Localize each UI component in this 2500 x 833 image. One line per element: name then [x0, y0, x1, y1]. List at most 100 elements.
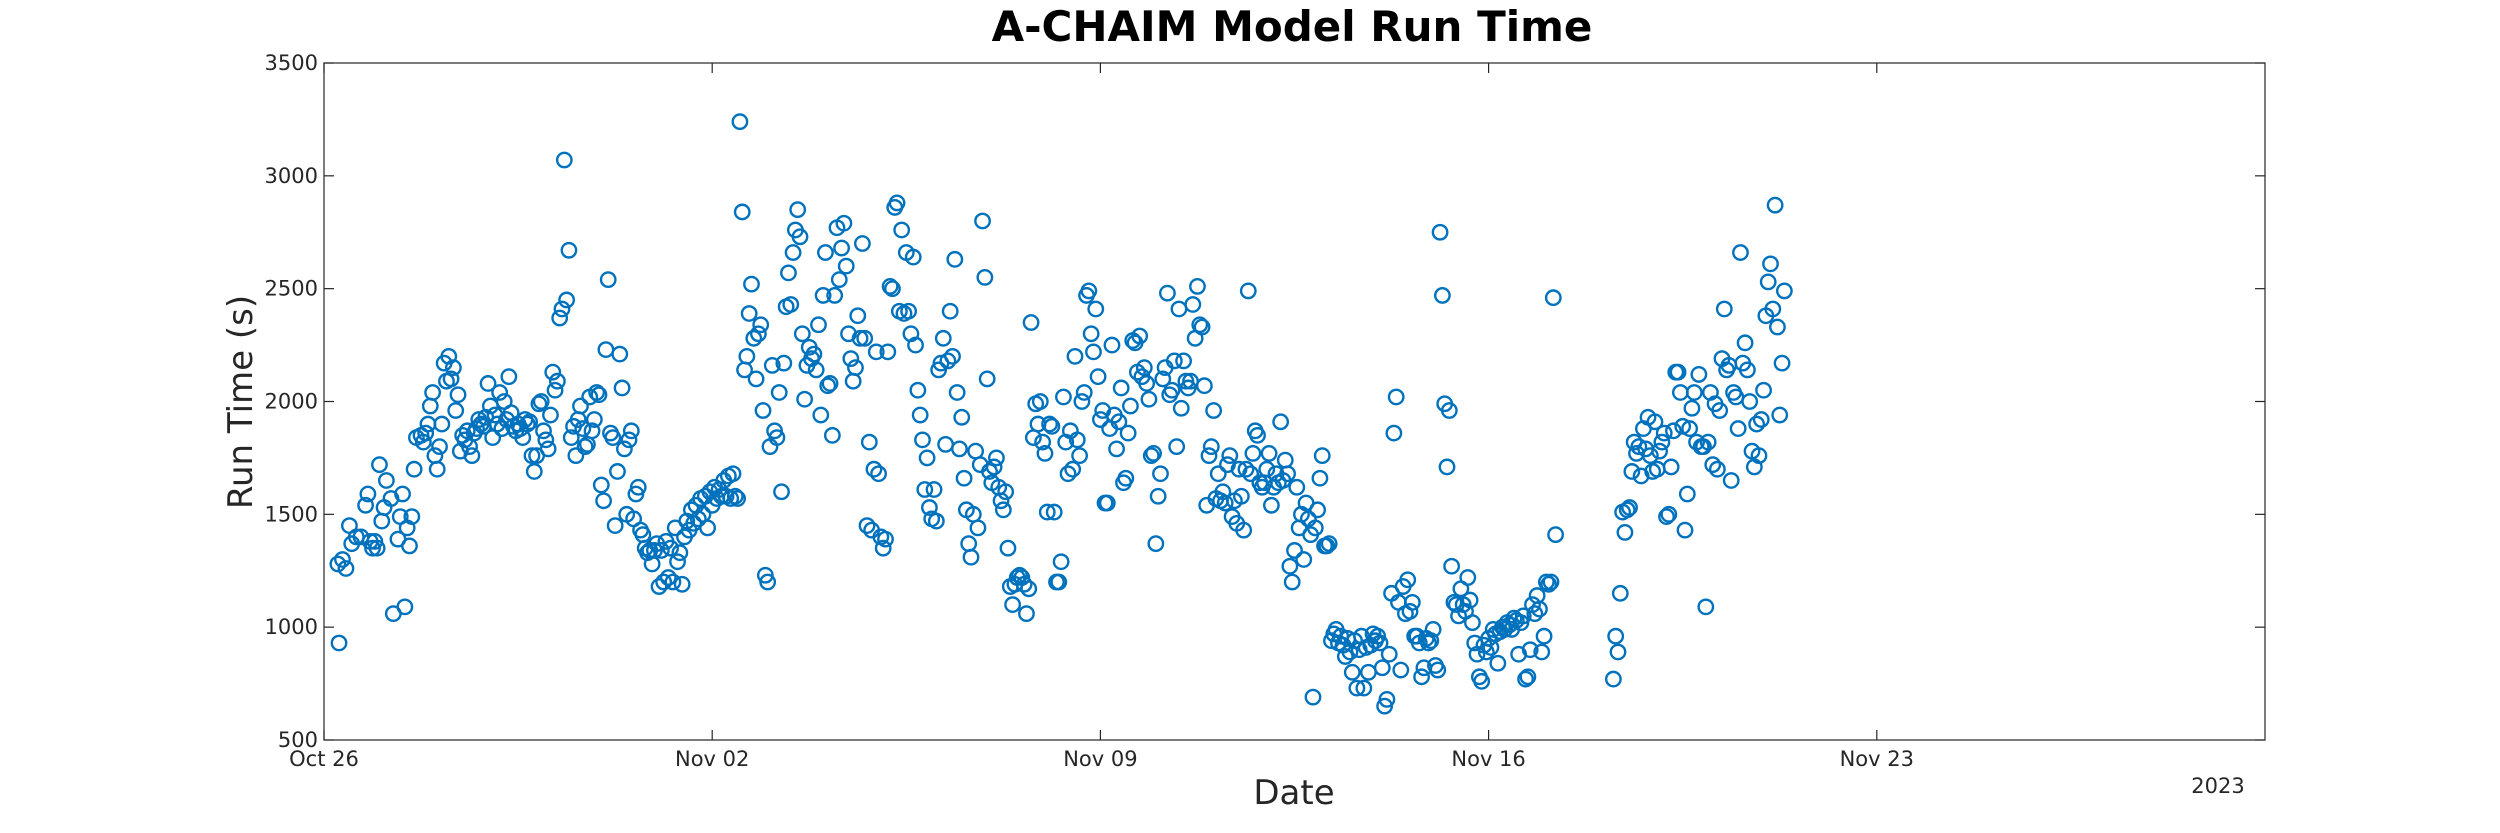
data-point — [796, 390, 814, 408]
data-point — [1112, 379, 1130, 397]
data-point — [1729, 420, 1747, 437]
data-point — [1653, 433, 1671, 451]
data-point — [1193, 318, 1211, 336]
data-point — [1773, 354, 1791, 372]
data-point — [523, 447, 541, 465]
data-point — [1343, 663, 1361, 681]
data-point — [1755, 381, 1772, 399]
data-point — [1036, 445, 1054, 462]
data-point — [1674, 417, 1692, 435]
data-point — [1140, 390, 1158, 408]
data-point — [1748, 415, 1766, 433]
data-point — [1066, 347, 1084, 365]
data-point — [909, 381, 927, 399]
data-point — [823, 426, 841, 444]
data-point — [992, 492, 1010, 510]
data-point — [1759, 273, 1777, 291]
x-tick-label: Nov 16 — [1451, 747, 1525, 771]
x-tick-label: Nov 09 — [1063, 747, 1137, 771]
data-point — [810, 316, 827, 334]
data-point — [1459, 569, 1477, 586]
y-tick-label: 3000 — [265, 164, 318, 188]
data-point — [1336, 648, 1354, 665]
data-point — [1098, 494, 1116, 512]
data-point — [555, 151, 573, 169]
data-point — [1348, 679, 1366, 697]
data-point — [655, 573, 673, 591]
data-point — [1087, 300, 1105, 318]
data-point — [401, 537, 418, 555]
data-point — [1662, 458, 1680, 476]
data-point — [558, 291, 576, 309]
data-point — [1736, 334, 1754, 352]
data-point — [784, 244, 802, 261]
data-point — [1045, 503, 1063, 521]
data-point — [1080, 282, 1098, 300]
data-point — [1064, 460, 1082, 478]
data-point — [1646, 413, 1664, 431]
data-point — [615, 440, 633, 458]
data-point — [396, 598, 414, 616]
data-point — [431, 438, 448, 456]
data-point — [1168, 438, 1186, 456]
data-point — [1494, 618, 1511, 636]
data-point — [793, 325, 811, 343]
data-point — [759, 573, 777, 591]
data-point — [946, 250, 964, 268]
data-point — [879, 343, 897, 361]
data-point — [1221, 447, 1239, 465]
data-point — [1131, 327, 1149, 345]
data-point — [1073, 393, 1091, 410]
data-point — [1371, 634, 1389, 652]
data-point — [1769, 318, 1786, 336]
data-point — [944, 347, 961, 365]
data-point — [1385, 424, 1403, 442]
data-point — [414, 433, 432, 451]
data-point — [1286, 542, 1303, 559]
data-point — [542, 406, 559, 424]
data-point — [329, 555, 347, 573]
data-point — [1535, 627, 1553, 645]
data-point — [752, 316, 770, 334]
data-point — [574, 420, 592, 437]
data-point — [537, 431, 555, 449]
data-point — [1669, 363, 1687, 381]
data-point — [1052, 553, 1070, 571]
y-tick-label: 2000 — [265, 390, 318, 414]
data-point — [1309, 501, 1327, 519]
data-point — [1697, 598, 1715, 616]
data-point — [622, 422, 640, 440]
data-point — [729, 490, 747, 507]
data-point — [1117, 469, 1135, 487]
data-point — [1260, 445, 1278, 462]
data-point — [874, 539, 892, 557]
data-point — [847, 359, 864, 377]
data-point — [449, 386, 467, 404]
data-point — [1678, 485, 1696, 503]
data-point — [576, 438, 594, 456]
data-point — [1630, 438, 1648, 456]
data-point — [789, 201, 807, 219]
data-point — [918, 449, 936, 467]
y-tick-label: 500 — [278, 728, 318, 752]
data-point — [1011, 566, 1028, 584]
data-point — [1068, 431, 1086, 449]
data-point — [1135, 359, 1153, 377]
data-point — [927, 512, 945, 530]
data-point — [1031, 393, 1049, 410]
data-point — [921, 499, 938, 516]
data-point — [546, 381, 564, 399]
data-point — [1531, 600, 1548, 618]
data-point — [1320, 535, 1338, 553]
data-point — [1741, 393, 1759, 410]
data-point — [606, 517, 624, 535]
data-point — [1752, 411, 1770, 428]
data-point — [1708, 460, 1726, 478]
data-point — [1149, 487, 1167, 505]
data-point — [821, 375, 839, 392]
data-point — [773, 483, 790, 501]
data-point — [1641, 447, 1659, 465]
data-point — [939, 352, 957, 370]
data-point — [826, 287, 844, 304]
data-point — [1288, 478, 1306, 496]
